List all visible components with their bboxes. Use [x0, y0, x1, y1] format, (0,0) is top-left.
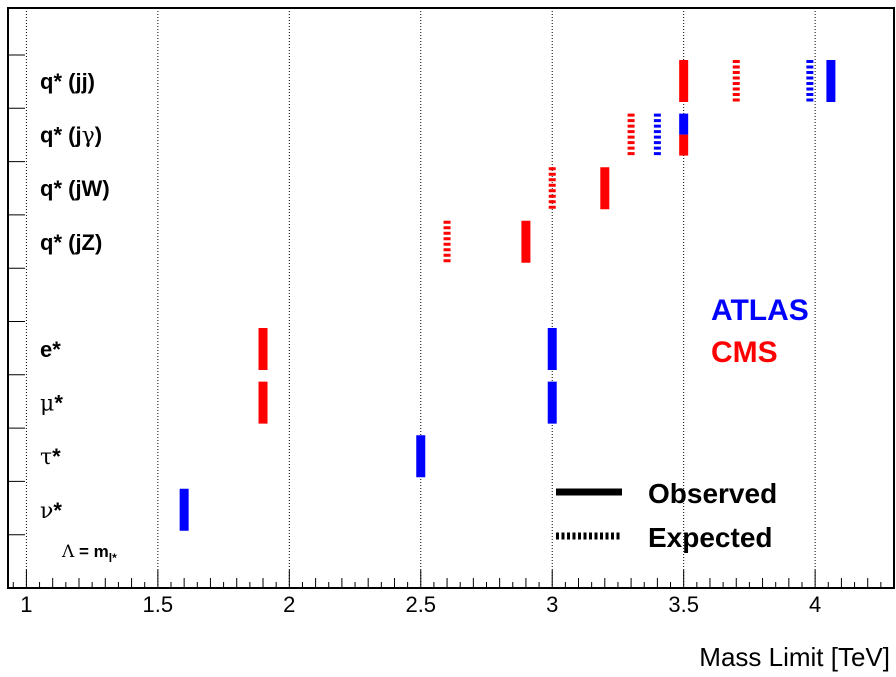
style-legend: Observed Expected	[556, 478, 777, 553]
category-labels: q* (jj) q* (jγ) q* (jW) q* (jZ) e* μ* τ* ν*	[40, 69, 110, 524]
category-label-tau: τ*	[40, 444, 61, 470]
x-tick-label-0: 1	[20, 592, 32, 617]
category-label-e: e*	[40, 337, 61, 362]
x-ticks: 1 1.5 2 2.5 3 3.5 4	[12, 570, 895, 617]
y-ticks	[8, 54, 25, 589]
plot-frame	[7, 7, 895, 589]
x-axis-label: Mass Limit [TeV]	[699, 642, 890, 672]
lambda-annotation: Λ = ml*	[61, 542, 117, 565]
x-tick-label-3: 2.5	[405, 592, 436, 617]
experiment-legend: ATLAS CMS	[711, 294, 809, 369]
category-label-qjg: q* (jγ)	[40, 123, 102, 149]
grid-lines	[25, 8, 816, 588]
limit-markers	[179, 60, 836, 531]
legend-expected-label: Expected	[648, 522, 773, 553]
category-label-qjw: q* (jW)	[40, 176, 110, 201]
x-tick-label-2: 2	[283, 592, 295, 617]
legend-cms: CMS	[711, 336, 778, 369]
x-tick-label-6: 4	[809, 592, 821, 617]
category-label-nu: ν*	[40, 498, 62, 524]
legend-observed-label: Observed	[648, 478, 777, 509]
category-label-mu: μ*	[40, 391, 63, 417]
category-label-qjj: q* (jj)	[40, 69, 95, 94]
x-tick-label-1: 1.5	[143, 592, 174, 617]
x-tick-label-5: 3.5	[668, 592, 699, 617]
category-label-qjz: q* (jZ)	[40, 230, 102, 255]
legend-atlas: ATLAS	[711, 294, 809, 327]
x-tick-label-4: 3	[546, 592, 558, 617]
